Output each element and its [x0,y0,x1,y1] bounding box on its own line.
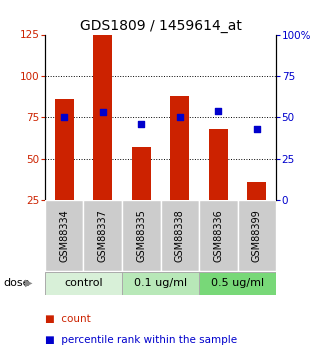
Bar [122,272,199,295]
Bar [209,129,228,200]
Bar [199,272,276,295]
Bar [199,200,238,271]
Text: GSM88338: GSM88338 [175,209,185,262]
Bar [45,200,83,271]
Text: GSM88336: GSM88336 [213,209,223,262]
Bar [247,182,266,200]
Point [216,108,221,114]
Text: GSM88337: GSM88337 [98,209,108,262]
Bar [160,200,199,271]
Bar [132,147,151,200]
Point [62,115,67,120]
Bar [170,96,189,200]
Text: GSM88335: GSM88335 [136,209,146,262]
Bar [238,200,276,271]
Bar [83,200,122,271]
Text: ■  percentile rank within the sample: ■ percentile rank within the sample [45,335,237,345]
Text: ■  count: ■ count [45,314,91,324]
Bar [55,99,74,200]
Text: GSM88399: GSM88399 [252,209,262,262]
Text: 0.5 ug/ml: 0.5 ug/ml [211,278,264,288]
Text: 0.1 ug/ml: 0.1 ug/ml [134,278,187,288]
Bar [122,200,160,271]
Point [254,126,259,132]
Text: dose: dose [3,278,30,288]
Bar [45,272,122,295]
Point [139,121,144,127]
Point [100,110,105,115]
Point [177,115,182,120]
Title: GDS1809 / 1459614_at: GDS1809 / 1459614_at [80,19,241,33]
Bar [93,34,112,200]
Text: ▶: ▶ [25,278,33,288]
Text: control: control [64,278,103,288]
Text: GSM88334: GSM88334 [59,209,69,262]
